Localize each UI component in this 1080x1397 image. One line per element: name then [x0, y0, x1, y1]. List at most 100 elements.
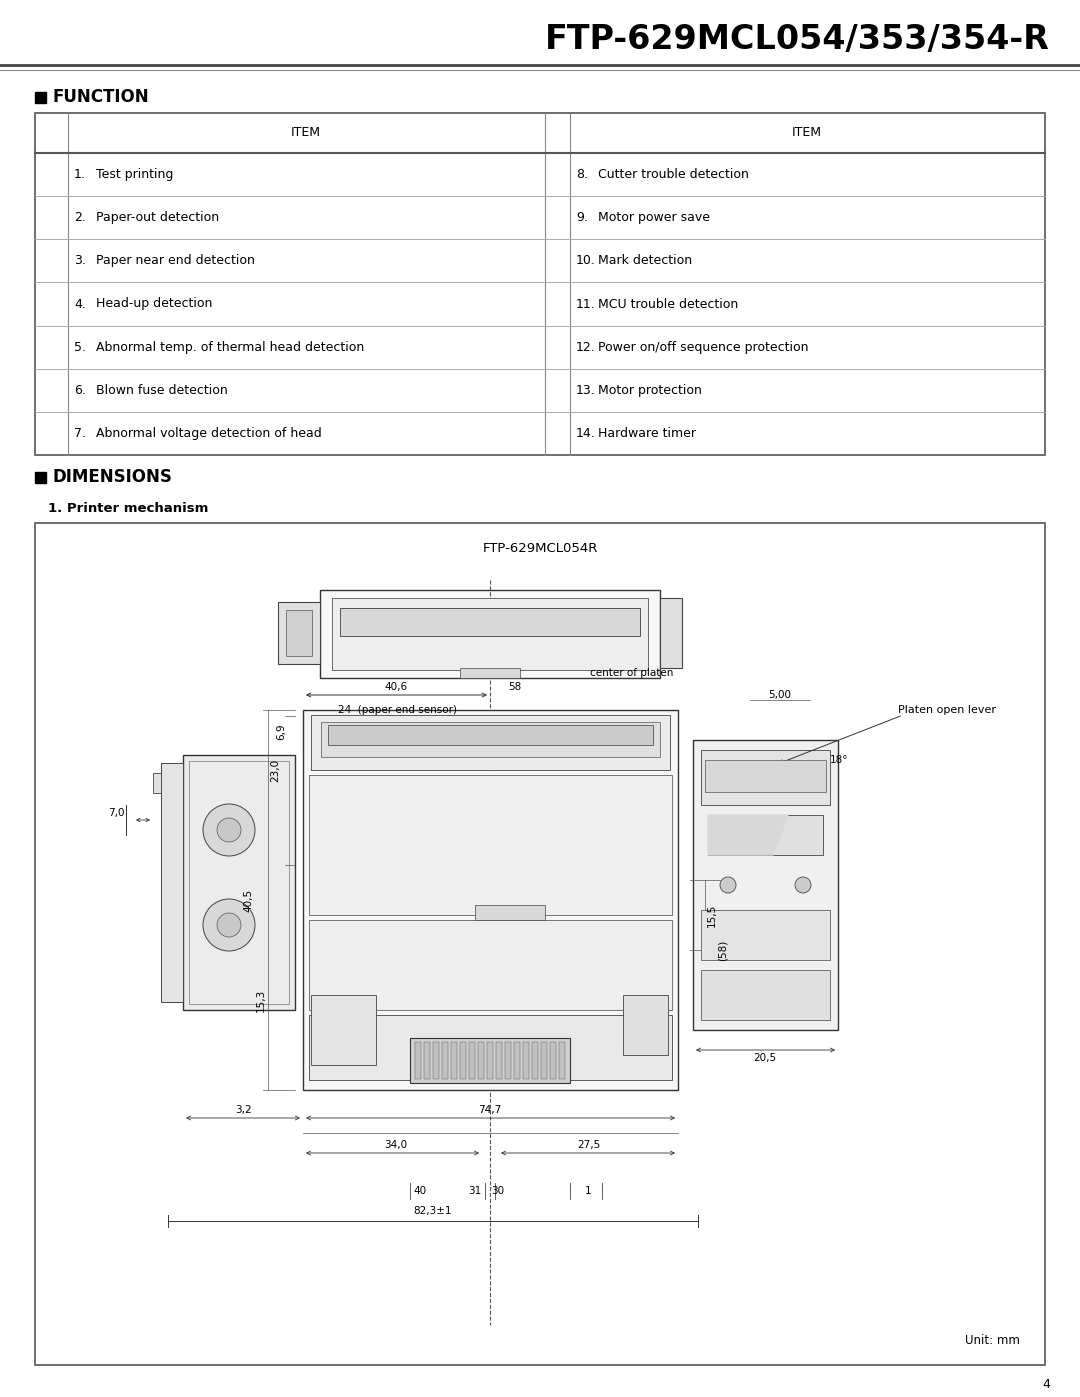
Text: Abnormal voltage detection of head: Abnormal voltage detection of head: [96, 427, 322, 440]
Bar: [410, 1038, 570, 1083]
Text: 31: 31: [469, 1186, 482, 1196]
Bar: [514, 1042, 519, 1078]
Text: 15,5: 15,5: [707, 904, 717, 926]
Bar: [451, 1042, 457, 1078]
Text: 1.: 1.: [75, 168, 86, 182]
Bar: [487, 1042, 492, 1078]
Bar: [701, 909, 831, 960]
Text: FTP-629MCL054R: FTP-629MCL054R: [483, 542, 597, 555]
Text: 4.: 4.: [75, 298, 86, 310]
Bar: [415, 1042, 421, 1078]
Text: HEAD
HOT
MOTOR: HEAD HOT MOTOR: [323, 1017, 343, 1034]
Text: 3,2: 3,2: [234, 1105, 252, 1115]
Text: 11.: 11.: [576, 298, 596, 310]
Text: 40,6: 40,6: [384, 682, 407, 692]
Text: Mark detection: Mark detection: [598, 254, 692, 267]
Circle shape: [498, 963, 512, 977]
Text: (58): (58): [718, 939, 728, 961]
Circle shape: [647, 1051, 665, 1069]
Bar: [424, 1042, 430, 1078]
Circle shape: [316, 1051, 334, 1069]
Bar: [523, 1042, 529, 1078]
Circle shape: [720, 942, 735, 958]
Text: ITEM: ITEM: [792, 127, 822, 140]
Polygon shape: [708, 814, 788, 855]
Text: Paper near end detection: Paper near end detection: [96, 254, 255, 267]
Text: 14.: 14.: [576, 427, 596, 440]
Text: 18°: 18°: [831, 754, 849, 766]
Text: Motor power save: Motor power save: [598, 211, 710, 224]
Text: 9.: 9.: [576, 211, 588, 224]
Text: 8.: 8.: [576, 168, 588, 182]
Text: 30: 30: [491, 1186, 504, 1196]
Text: 40,5: 40,5: [243, 888, 253, 912]
Circle shape: [795, 877, 811, 893]
Bar: [309, 1016, 672, 1080]
Bar: [460, 1042, 465, 1078]
Text: 5.: 5.: [75, 341, 86, 353]
Bar: [278, 602, 320, 664]
Text: Paper-out detection: Paper-out detection: [96, 211, 219, 224]
Bar: [35, 472, 46, 483]
Bar: [332, 598, 648, 671]
Bar: [460, 668, 519, 678]
Bar: [35, 92, 46, 103]
Bar: [478, 1042, 484, 1078]
Bar: [701, 970, 831, 1020]
Text: 1. Printer mechanism: 1. Printer mechanism: [48, 502, 208, 514]
Text: Cutter trouble detection: Cutter trouble detection: [598, 168, 748, 182]
Text: 40: 40: [414, 1186, 427, 1196]
Text: 10.: 10.: [576, 254, 596, 267]
Text: Test printing: Test printing: [96, 168, 174, 182]
Bar: [708, 814, 823, 855]
Text: 1: 1: [584, 1186, 592, 1196]
Bar: [705, 760, 826, 792]
Text: ITEM: ITEM: [291, 127, 321, 140]
Bar: [475, 905, 545, 921]
Bar: [340, 608, 640, 636]
Text: 34,0: 34,0: [384, 1140, 407, 1150]
Text: 6.: 6.: [75, 384, 86, 397]
Text: Unit: mm: Unit: mm: [966, 1334, 1020, 1347]
Text: 5,00: 5,00: [769, 690, 792, 700]
Text: 24  (paper end sensor): 24 (paper end sensor): [338, 705, 458, 715]
Text: Motor protection: Motor protection: [598, 384, 702, 397]
Text: 4: 4: [1042, 1379, 1050, 1391]
Bar: [321, 722, 660, 757]
Bar: [541, 1042, 546, 1078]
Text: Power on/off sequence protection: Power on/off sequence protection: [598, 341, 809, 353]
Circle shape: [795, 942, 811, 958]
Text: 15,3: 15,3: [256, 988, 266, 1011]
Bar: [153, 773, 161, 793]
Bar: [35, 113, 1045, 455]
Bar: [469, 1042, 475, 1078]
Bar: [693, 740, 838, 1030]
Bar: [701, 750, 831, 805]
Circle shape: [720, 877, 735, 893]
Text: 82,3±1: 82,3±1: [414, 1206, 453, 1215]
Text: MCU trouble detection: MCU trouble detection: [598, 298, 739, 310]
Bar: [309, 921, 672, 1010]
Text: 13.: 13.: [576, 384, 596, 397]
Text: 12.: 12.: [576, 341, 596, 353]
Text: 74,7: 74,7: [478, 1105, 501, 1115]
Text: FUNCTION: FUNCTION: [52, 88, 149, 106]
Text: Hardware timer: Hardware timer: [598, 427, 696, 440]
Bar: [311, 995, 376, 1065]
Text: 23,0: 23,0: [270, 759, 280, 781]
Text: Platen open lever: Platen open lever: [897, 705, 996, 715]
Bar: [183, 754, 295, 1010]
Text: 27,5: 27,5: [578, 1140, 600, 1150]
Bar: [623, 995, 669, 1055]
Bar: [433, 1042, 438, 1078]
Text: Head-up detection: Head-up detection: [96, 298, 213, 310]
Bar: [286, 610, 312, 657]
Bar: [309, 775, 672, 915]
Circle shape: [203, 805, 255, 856]
Bar: [311, 715, 670, 770]
Text: 20,5: 20,5: [754, 1053, 777, 1063]
Text: center of platen: center of platen: [590, 668, 673, 678]
Bar: [303, 710, 678, 1090]
Text: 7.: 7.: [75, 427, 86, 440]
Text: 58: 58: [509, 682, 522, 692]
